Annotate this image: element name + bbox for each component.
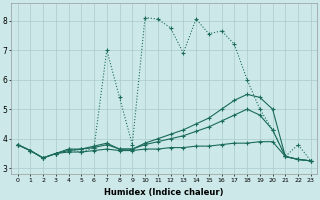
X-axis label: Humidex (Indice chaleur): Humidex (Indice chaleur)	[104, 188, 224, 197]
